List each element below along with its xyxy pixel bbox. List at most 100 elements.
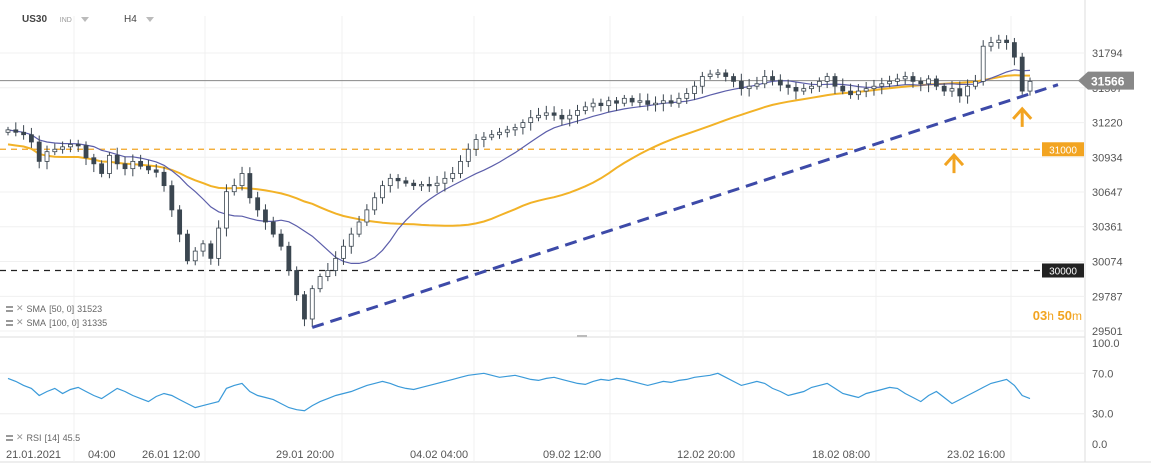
price-tick-label: 29787	[1092, 291, 1123, 303]
candle	[231, 178, 237, 196]
candle-body	[21, 131, 27, 136]
candle	[816, 77, 822, 92]
candle-body	[387, 177, 393, 187]
time-tick-label: 21.01.2021	[6, 449, 61, 461]
time-tick-label: 12.02 20:00	[677, 449, 735, 461]
candle	[153, 164, 159, 178]
candle-body	[317, 276, 323, 290]
candle	[450, 166, 456, 183]
candle	[582, 101, 588, 115]
candle-body	[372, 197, 378, 211]
candle-body	[294, 270, 300, 296]
candle	[606, 96, 612, 113]
candle	[348, 227, 354, 254]
candle-body	[871, 85, 877, 90]
timeframe-selector[interactable]: H4	[124, 14, 154, 25]
price-tick-label: 31794	[1092, 48, 1123, 60]
candle-body	[497, 131, 502, 136]
level-tag-30000	[1042, 263, 1084, 278]
candle	[278, 229, 284, 251]
sma50-value: 31523	[77, 303, 103, 314]
candle	[239, 166, 245, 191]
candle-body	[653, 102, 658, 106]
candle-body	[192, 250, 198, 262]
candle	[83, 141, 89, 166]
candle	[777, 74, 783, 92]
candle	[1004, 35, 1009, 50]
candle-body	[637, 100, 643, 103]
rsi-legend[interactable]: ✕ RSI [14] 45.5	[6, 432, 80, 443]
candle	[411, 179, 417, 190]
candle	[840, 78, 846, 95]
candle-body	[692, 85, 697, 94]
close-icon[interactable]: ✕	[16, 303, 24, 313]
price-tick-label: 30934	[1092, 152, 1123, 164]
settings-icon[interactable]	[6, 434, 13, 441]
candle	[536, 107, 541, 122]
candle-body	[543, 112, 549, 116]
candle	[692, 81, 697, 101]
candle	[13, 122, 19, 137]
current-price-text: 31566	[1091, 75, 1125, 89]
candle-body	[153, 169, 159, 173]
candle-body	[91, 157, 97, 165]
candle	[926, 75, 931, 93]
timeframe-label: H4	[124, 14, 137, 25]
candle	[60, 141, 66, 154]
time-tick-label: 18.02 08:00	[812, 449, 870, 461]
rsi-tick-label: 70.0	[1092, 368, 1113, 380]
candle-body	[177, 209, 183, 235]
symbol-header[interactable]: US30 IND	[22, 14, 89, 25]
candle-body	[419, 184, 424, 187]
candle	[286, 241, 292, 276]
candle-body	[575, 110, 580, 116]
candle	[473, 134, 479, 156]
candle	[29, 127, 34, 148]
sma100-legend[interactable]: ✕ SMA [100, 0] 31335	[6, 317, 107, 328]
candle-body	[988, 42, 994, 47]
candle-body	[356, 221, 362, 235]
candle	[855, 84, 861, 100]
candle	[762, 69, 768, 89]
chevron-down-icon[interactable]	[145, 16, 154, 22]
candle	[325, 262, 331, 282]
sma50-label: SMA	[26, 303, 47, 314]
candle-body	[848, 90, 853, 96]
price-tick-label: 30074	[1092, 257, 1123, 269]
candle-body	[185, 233, 190, 262]
close-icon[interactable]: ✕	[16, 432, 24, 442]
candle	[372, 192, 378, 215]
pane-resize-handle[interactable]	[577, 335, 587, 337]
candle	[146, 160, 151, 174]
settings-icon[interactable]	[6, 305, 13, 312]
settings-icon[interactable]	[6, 319, 13, 326]
sma100-label: SMA	[26, 317, 47, 328]
candle	[255, 191, 261, 217]
candle-body	[411, 182, 417, 187]
candle	[364, 204, 370, 227]
candle-body	[68, 144, 73, 148]
candle-body	[200, 243, 206, 252]
candle-body	[551, 112, 557, 116]
candle-body	[52, 148, 58, 153]
candle	[208, 240, 214, 265]
candle	[122, 156, 128, 176]
candle-body	[481, 136, 487, 140]
candle	[317, 273, 323, 293]
symbol-name: US30	[22, 14, 48, 25]
close-icon[interactable]: ✕	[16, 317, 24, 327]
sma50-legend[interactable]: ✕ SMA [50, 0] 31523	[6, 303, 102, 314]
candle	[481, 132, 487, 148]
candle	[707, 69, 713, 80]
candle-body	[668, 100, 674, 104]
price-tick-label: 29501	[1092, 326, 1123, 338]
chevron-down-icon[interactable]	[80, 16, 89, 22]
candle-body	[364, 209, 370, 223]
candle	[489, 129, 495, 141]
rsi-line	[7, 372, 1031, 412]
candle	[902, 71, 908, 85]
candle-body	[13, 129, 19, 133]
time-tick-label: 09.02 12:00	[543, 449, 601, 461]
candle	[512, 123, 518, 136]
candle-body	[738, 80, 744, 90]
